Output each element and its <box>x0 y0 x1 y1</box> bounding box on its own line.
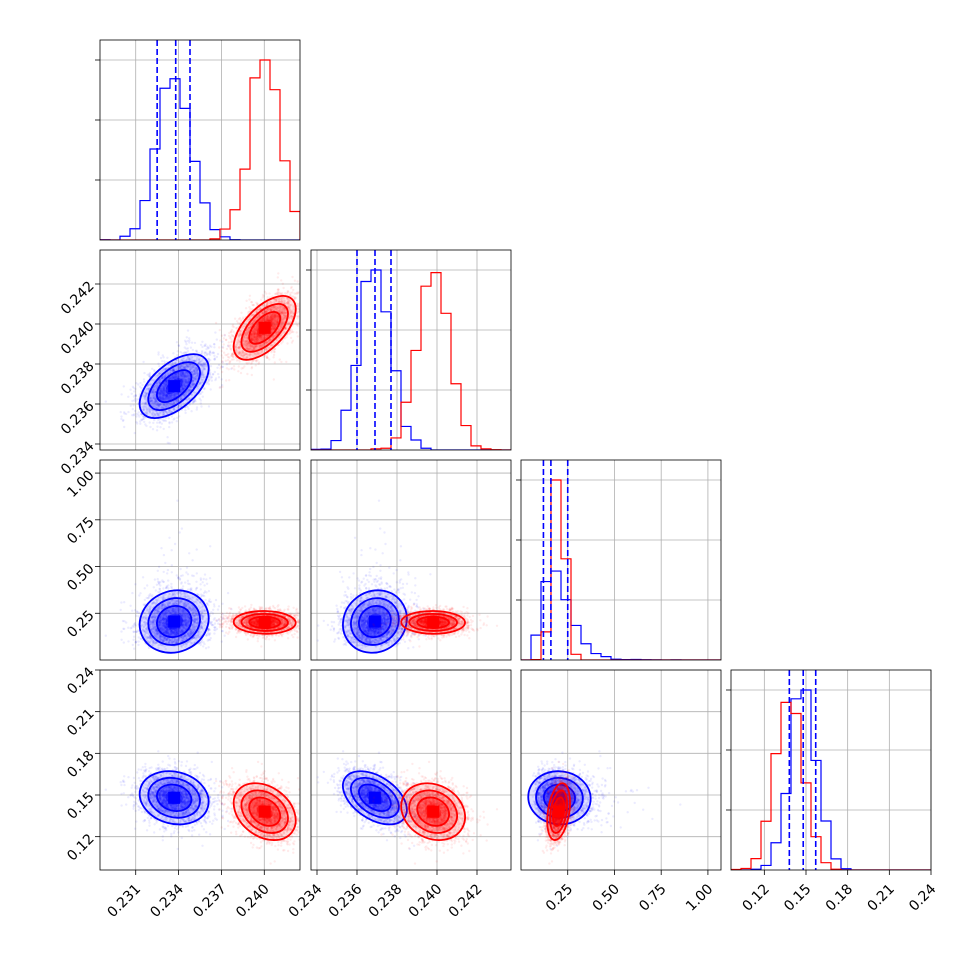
x-tick-label: 0.231 <box>105 881 145 921</box>
panel-frame <box>520 459 722 661</box>
density-peak <box>168 380 181 393</box>
density-peak <box>258 616 271 629</box>
x-tick-label: 0.12 <box>739 881 772 914</box>
x-tick-label: 0.25 <box>543 881 576 914</box>
panel-0-0 <box>95 39 301 241</box>
x-tick-label: 0.75 <box>636 881 669 914</box>
density-peak <box>552 805 565 818</box>
panel-frame <box>310 669 512 871</box>
panel-frame <box>310 249 512 451</box>
x-tick-label: 0.15 <box>781 881 814 914</box>
panel-3-1: 0.234 0.236 0.238 0.240 0.242 <box>286 669 512 921</box>
panel-1-1 <box>306 249 512 451</box>
x-tick-label: 0.234 <box>147 881 187 921</box>
density-peak <box>168 615 181 628</box>
x-tick-label: 0.18 <box>823 881 856 914</box>
panel-background <box>521 460 721 660</box>
x-tick-label: 0.21 <box>864 881 897 914</box>
panel-frame <box>99 249 301 451</box>
y-tick-label: 0.50 <box>64 561 97 594</box>
panel-content <box>311 250 511 450</box>
x-tick-label: 0.50 <box>590 881 623 914</box>
density-peak <box>258 321 271 334</box>
panel-content <box>104 750 300 865</box>
x-tick-label: 0.24 <box>906 881 939 914</box>
y-tick-label: 0.242 <box>58 278 98 318</box>
panel-2-2 <box>516 459 722 661</box>
panel-3-0: 0.231 0.234 0.237 0.240 0.12 0.15 0.18 0.21 0.24 <box>64 664 301 921</box>
panel-background <box>311 460 511 660</box>
histogram-series-1 <box>100 59 300 240</box>
panel-content <box>104 272 300 445</box>
panel-frame <box>310 459 512 661</box>
panel-frame <box>99 669 301 871</box>
panel-3-2: 0.25 0.50 0.75 1.00 <box>520 669 722 915</box>
panel-background <box>100 40 300 240</box>
x-tick-label: 0.238 <box>366 881 406 921</box>
y-tick-label: 0.18 <box>64 748 97 781</box>
panel-background <box>100 250 300 450</box>
x-tick-label: 1.00 <box>683 881 716 914</box>
y-tick-label: 0.25 <box>64 608 97 641</box>
density-peak <box>427 805 440 818</box>
y-tick-label: 0.15 <box>64 789 97 822</box>
density-peak <box>258 805 271 818</box>
y-tick-label: 0.238 <box>58 358 98 398</box>
histogram-series-1 <box>311 272 511 450</box>
y-tick-label: 0.24 <box>64 664 97 697</box>
panel-content <box>731 670 931 870</box>
density-peak <box>368 615 381 628</box>
panel-frame <box>730 669 932 871</box>
histogram-series-1 <box>521 479 721 660</box>
histogram-series-0 <box>100 78 300 240</box>
x-tick-label: 0.240 <box>233 881 273 921</box>
corner-panels: 0.2340.2360.2380.2400.2420.250.500.751.0… <box>58 39 940 921</box>
x-tick-label: 0.240 <box>406 881 446 921</box>
panel-content <box>316 499 499 654</box>
x-tick-label: 0.234 <box>286 881 326 921</box>
panel-background <box>311 670 511 870</box>
x-tick-label: 0.236 <box>326 881 366 921</box>
panel-2-1 <box>310 459 512 661</box>
y-tick-label: 0.240 <box>58 318 98 358</box>
histogram-series-1 <box>731 701 931 870</box>
x-tick-label: 0.237 <box>190 881 230 921</box>
y-tick-label: 0.75 <box>64 514 97 547</box>
panel-content <box>100 40 300 240</box>
panel-content <box>316 750 499 865</box>
panel-frame <box>99 459 301 661</box>
panel-frame <box>520 669 722 871</box>
y-tick-label: 0.234 <box>58 438 98 478</box>
panel-3-3: 0.12 0.15 0.18 0.21 0.24 <box>726 669 940 915</box>
y-tick-label: 0.236 <box>58 398 98 438</box>
panel-content <box>104 499 300 654</box>
panel-frame <box>99 39 301 241</box>
panel-content <box>527 750 682 865</box>
y-tick-label: 0.21 <box>64 706 97 739</box>
y-tick-label: 0.12 <box>64 831 97 864</box>
density-peak <box>368 791 381 804</box>
panel-2-0: 0.250.500.751.00 <box>64 459 301 661</box>
density-peak <box>427 616 440 629</box>
density-peak <box>168 791 181 804</box>
x-tick-label: 0.242 <box>446 881 486 921</box>
